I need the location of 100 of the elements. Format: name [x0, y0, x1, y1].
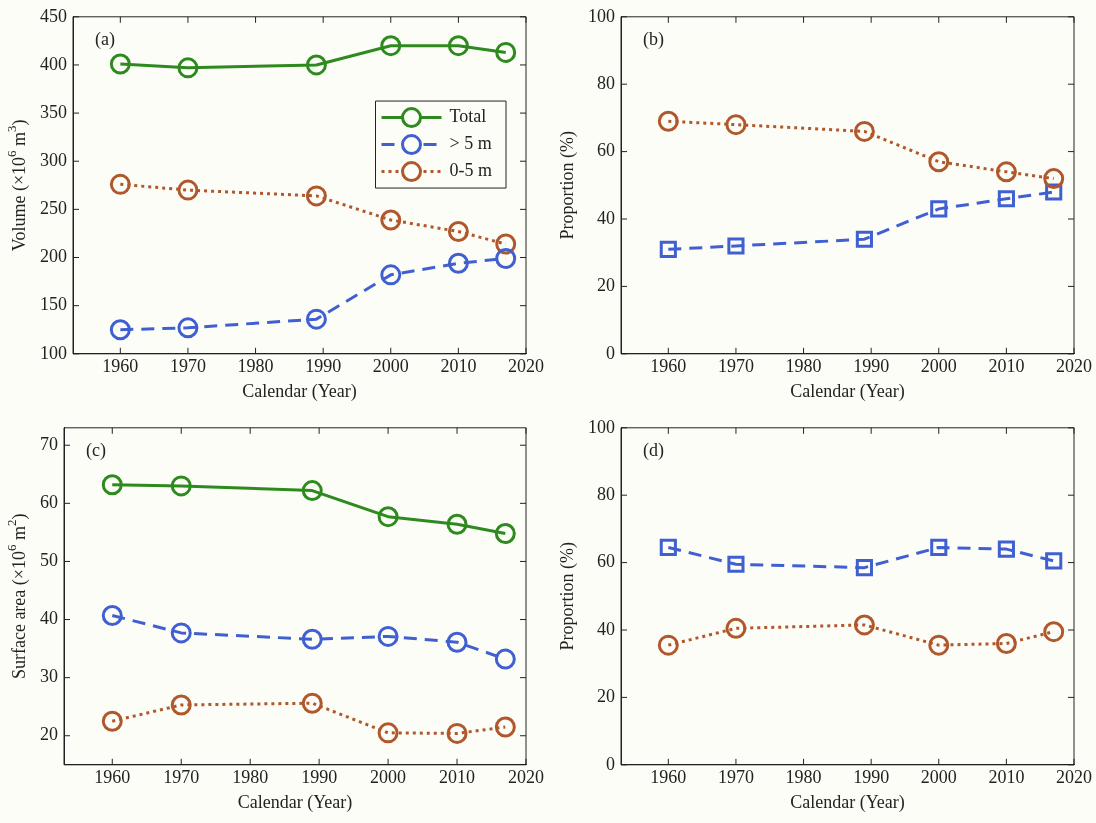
- x-axis-title: Calendar (Year): [790, 791, 905, 813]
- x-tick-label: 2020: [508, 356, 544, 377]
- y-tick-label: 350: [40, 101, 67, 122]
- point: [109, 319, 131, 341]
- annotation: (c): [86, 439, 106, 461]
- x-tick-label: 1980: [237, 356, 274, 377]
- point: [301, 480, 323, 502]
- point: [109, 53, 131, 75]
- x-axis-title: Calendar (Year): [237, 791, 353, 813]
- x-tick-label: 1990: [301, 767, 338, 788]
- y-axis-title: Proportion (%): [556, 542, 578, 651]
- point: [446, 722, 468, 744]
- x-tick-label: 1970: [717, 767, 754, 788]
- y-tick-label: 100: [40, 342, 67, 363]
- point: [447, 221, 469, 243]
- point: [495, 247, 517, 269]
- y-tick-label: 40: [597, 618, 615, 639]
- point: [109, 173, 131, 195]
- y-tick-label: 40: [597, 207, 615, 228]
- x-tick-label: 2000: [920, 767, 957, 788]
- point: [494, 648, 516, 670]
- point: [995, 632, 1017, 654]
- point: [495, 41, 517, 63]
- point: [377, 625, 399, 647]
- x-tick-label: 2000: [370, 767, 407, 788]
- x-tick-label: 1970: [163, 767, 200, 788]
- y-tick-label: 20: [597, 686, 615, 707]
- y-tick-label: 250: [40, 198, 67, 219]
- point: [659, 240, 677, 258]
- x-tick-label: 1960: [102, 356, 139, 377]
- y-tick-label: 200: [40, 246, 67, 267]
- legend-label: Total: [449, 106, 487, 127]
- y-tick-label: 60: [597, 551, 615, 572]
- point: [447, 35, 469, 57]
- x-tick-label: 1990: [853, 767, 890, 788]
- x-tick-label: 1960: [94, 767, 131, 788]
- point: [177, 317, 199, 339]
- x-tick-label: 2000: [920, 356, 957, 377]
- legend-label: 0-5 m: [449, 160, 492, 181]
- point: [1045, 552, 1063, 570]
- annotation: (a): [95, 28, 115, 50]
- point: [380, 264, 402, 286]
- point: [170, 694, 192, 716]
- x-tick-label: 2010: [988, 356, 1025, 377]
- x-tick-label: 2010: [439, 767, 476, 788]
- x-tick-label: 1960: [650, 767, 687, 788]
- point: [659, 538, 677, 557]
- point: [853, 120, 875, 142]
- y-tick-label: 60: [40, 492, 58, 513]
- point: [170, 622, 192, 644]
- y-tick-label: 450: [40, 5, 67, 26]
- y-tick-label: 20: [40, 724, 58, 745]
- y-axis-title: Proportion (%): [556, 131, 578, 240]
- point: [727, 237, 745, 255]
- y-tick-label: 100: [588, 416, 615, 437]
- x-axis-title: Calendar (Year): [790, 380, 905, 402]
- y-axis-title: Surface area (×106 m2): [4, 513, 30, 680]
- x-tick-label: 2000: [372, 356, 409, 377]
- y-tick-label: 300: [40, 149, 67, 170]
- x-tick-label: 1960: [650, 356, 687, 377]
- point: [997, 190, 1015, 208]
- point: [725, 617, 747, 639]
- annotation: (d): [643, 439, 664, 461]
- point: [725, 114, 747, 136]
- point: [301, 692, 323, 714]
- x-tick-label: 2020: [1056, 356, 1092, 377]
- point: [930, 538, 948, 557]
- y-tick-label: 0: [606, 753, 615, 774]
- point: [170, 475, 192, 497]
- point: [928, 151, 950, 173]
- x-tick-label: 2020: [1056, 767, 1092, 788]
- point: [446, 513, 468, 535]
- point: [855, 230, 873, 248]
- x-tick-label: 2020: [508, 767, 544, 788]
- point: [928, 634, 950, 656]
- point: [855, 559, 873, 577]
- x-tick-label: 2010: [988, 767, 1025, 788]
- y-tick-label: 100: [588, 5, 615, 26]
- x-tick-label: 1970: [717, 356, 754, 377]
- point: [853, 614, 875, 636]
- x-tick-label: 1980: [785, 356, 822, 377]
- y-tick-label: 40: [40, 608, 58, 629]
- point: [301, 628, 323, 650]
- annotation: (b): [643, 28, 664, 50]
- x-tick-label: 2010: [440, 356, 477, 377]
- y-tick-label: 60: [597, 140, 615, 161]
- point: [177, 179, 199, 201]
- point: [305, 54, 327, 76]
- y-tick-label: 30: [40, 666, 58, 687]
- point: [305, 185, 327, 207]
- point: [494, 716, 516, 738]
- point: [380, 209, 402, 231]
- y-tick-label: 20: [597, 275, 615, 296]
- point: [1043, 621, 1065, 643]
- point: [995, 161, 1017, 183]
- x-tick-label: 1990: [853, 356, 890, 377]
- y-tick-label: 150: [40, 294, 67, 315]
- legend-label: > 5 m: [449, 133, 492, 154]
- point: [1043, 168, 1065, 190]
- point: [101, 474, 123, 496]
